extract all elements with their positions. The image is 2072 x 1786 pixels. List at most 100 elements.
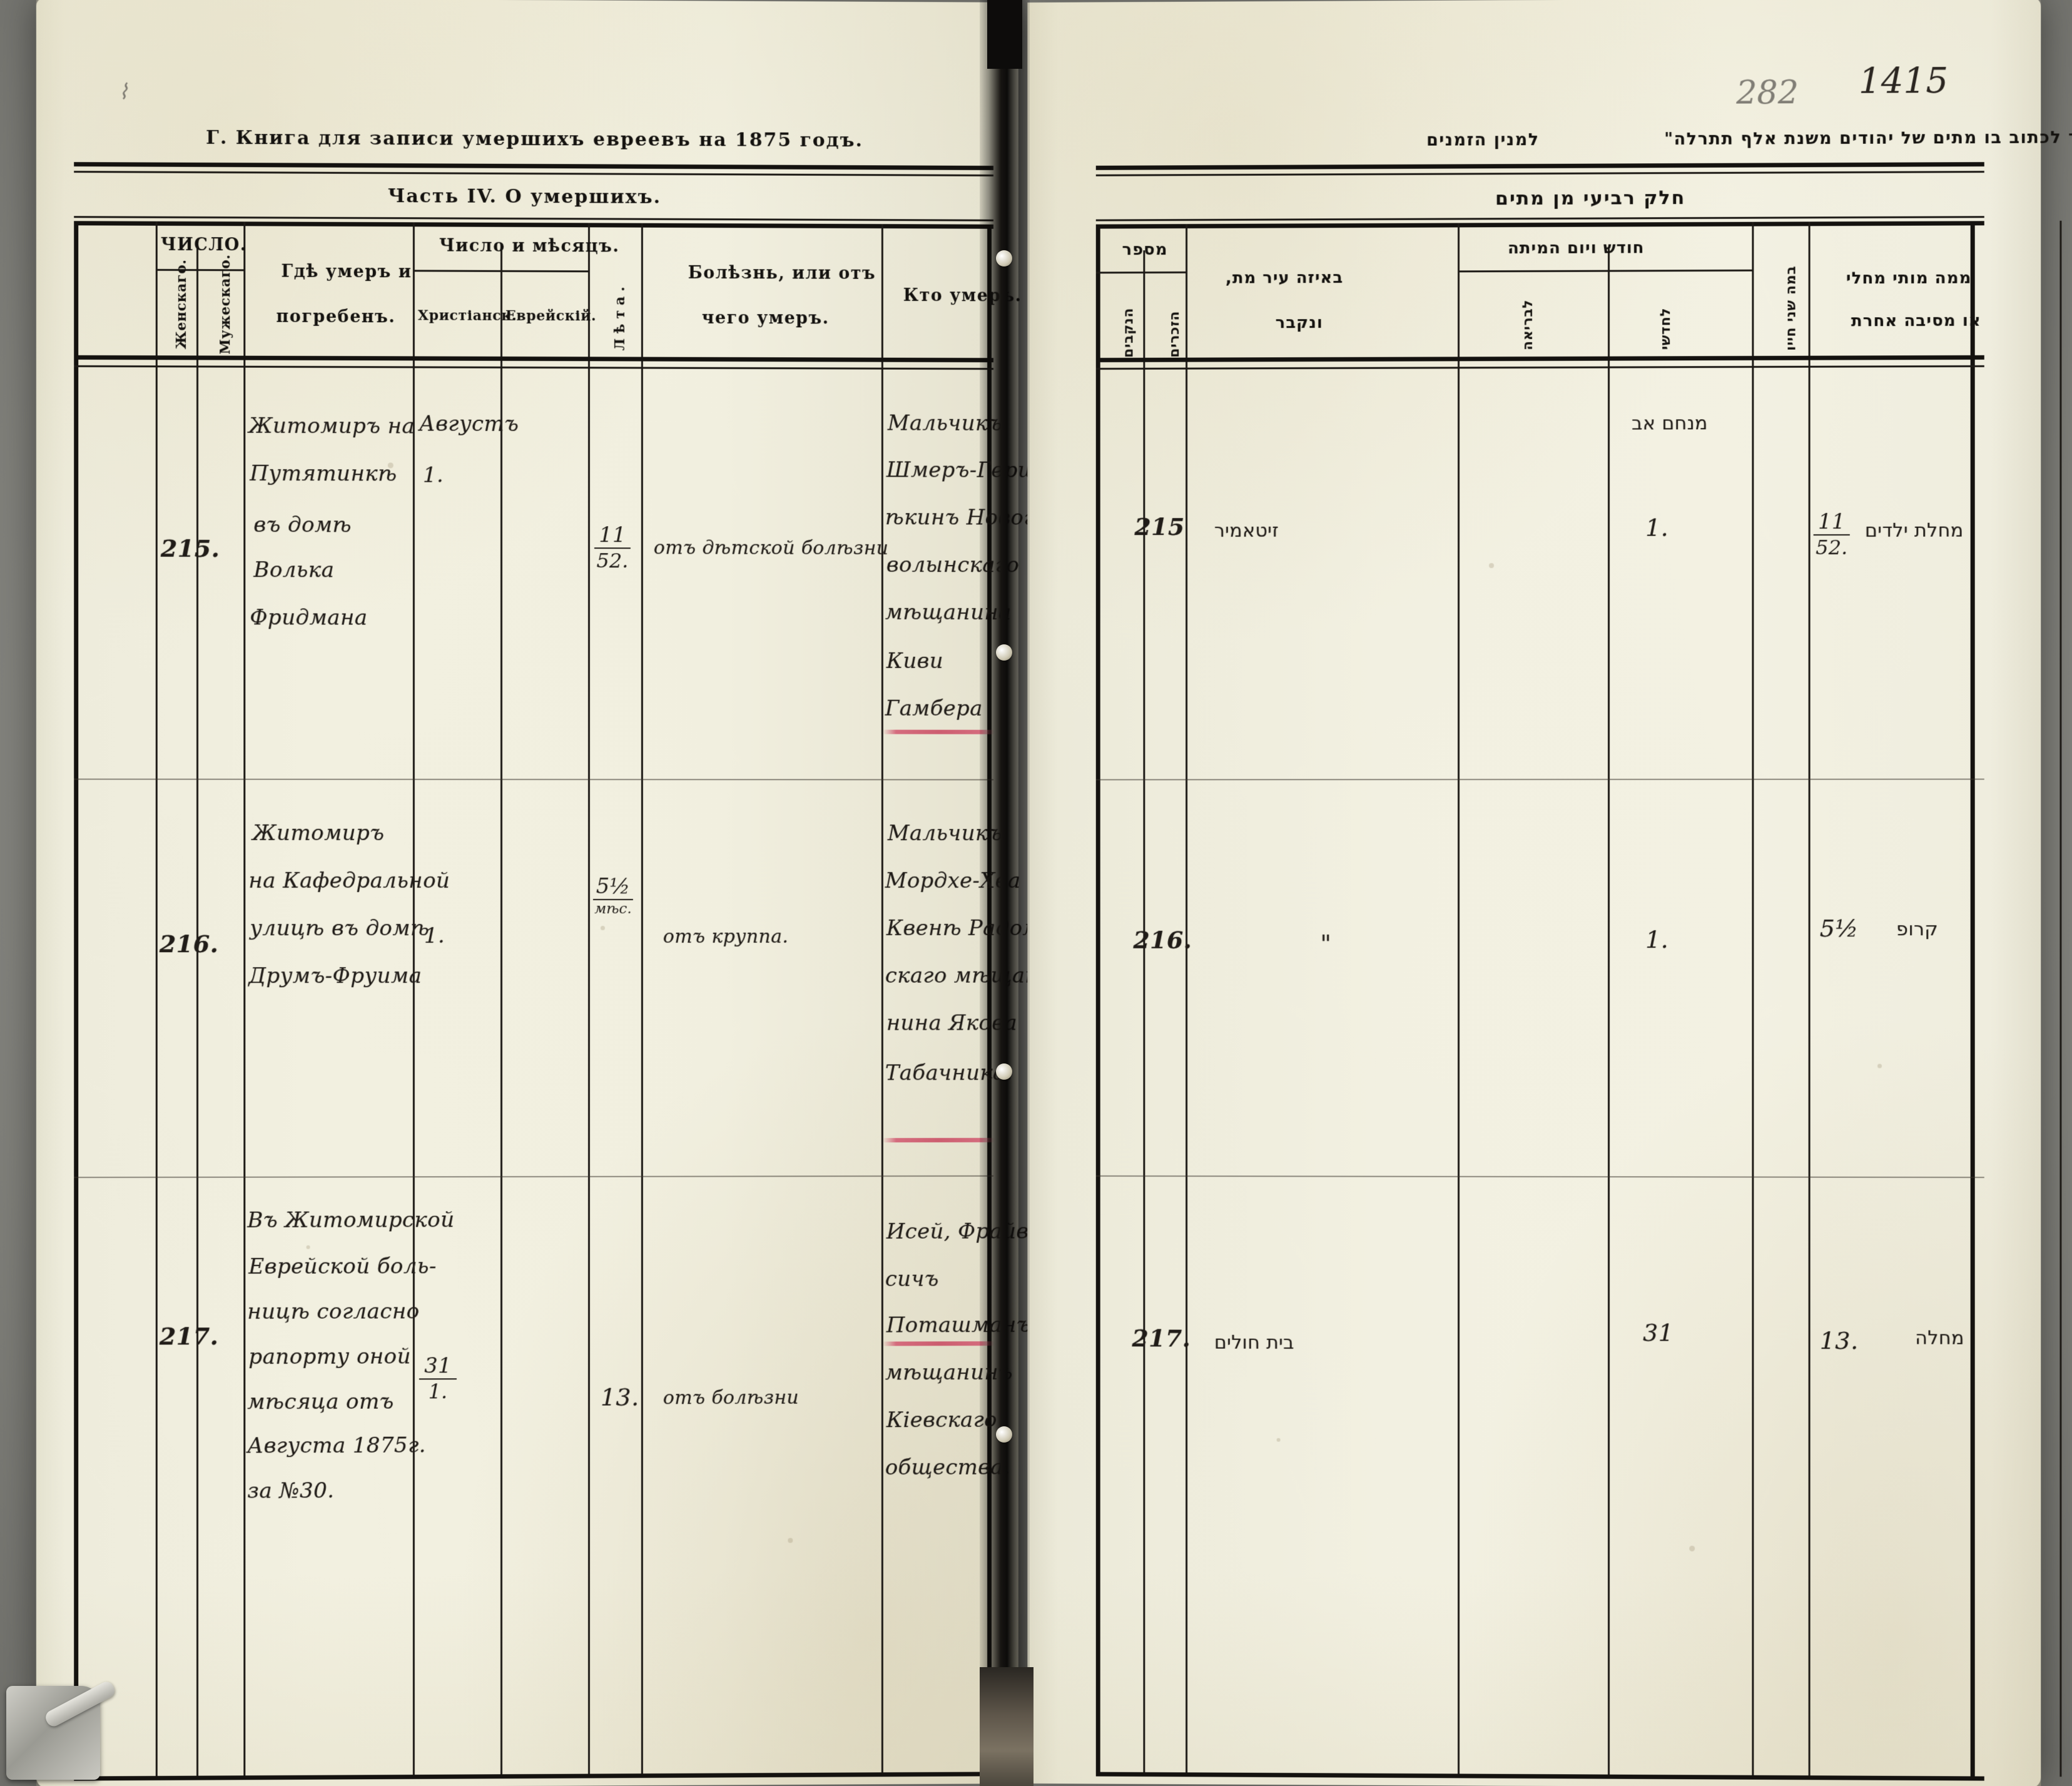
right-page-title-suffix: למנין הזמנים xyxy=(1426,129,1540,150)
row-place-line: ницѣ согласно xyxy=(247,1299,420,1325)
row-years-hebrew: 11 52. xyxy=(1812,509,1851,559)
row-place-line: Августа 1875г. xyxy=(247,1433,426,1459)
header-bottom-rule-2 xyxy=(74,365,994,370)
right-col-rule-date xyxy=(1752,221,1754,1775)
row-place-line: улицѣ въ домѣ xyxy=(250,916,430,941)
header-top-rule xyxy=(74,221,994,229)
table-bottom-rule xyxy=(74,1772,994,1781)
row-years-hebrew: 13. xyxy=(1819,1327,1859,1355)
top-border-rule-2 xyxy=(74,171,994,176)
right-col-rule-cause xyxy=(2059,220,2062,1777)
row-sep-1 xyxy=(74,778,994,781)
col-rule-date-group xyxy=(412,222,415,1775)
right-row-sep-1 xyxy=(1095,778,1984,781)
row-date-hebrew-month: מנחם אב xyxy=(1632,412,1708,435)
row-place-line: Въ Житомирской xyxy=(247,1207,455,1233)
row-cause-hebrew: מחלה xyxy=(1915,1327,1964,1349)
row-sep-2 xyxy=(74,1175,994,1179)
row-place-line: Волька xyxy=(253,557,335,583)
header-date-divider xyxy=(412,270,588,273)
row-place-hebrew: זיטאמיר xyxy=(1214,519,1279,542)
col-rule-number-f xyxy=(155,221,158,1776)
book-spine-top xyxy=(987,0,1022,69)
binding-thread xyxy=(996,1063,1012,1080)
right-header-top-rule xyxy=(1095,221,1984,229)
col-rule-date-jewish xyxy=(500,248,502,1775)
right-top-border-rule-2 xyxy=(1095,171,1984,176)
right-col-rule-place xyxy=(1458,223,1460,1774)
row-place-line: Путятинкѣ xyxy=(250,460,397,487)
right-frame-left xyxy=(1095,224,1100,1772)
right-header-number-group: מספר xyxy=(1122,240,1168,260)
red-underline-mark xyxy=(882,1341,995,1346)
table-row: 217. xyxy=(159,1322,219,1351)
header-date-group: Число и мѣсяцъ. xyxy=(439,236,620,256)
right-col-rule-number xyxy=(1186,224,1188,1773)
row-illness: отъ круппа. xyxy=(663,925,789,948)
right-header-date-sub-left: לבריאה xyxy=(1520,299,1536,351)
col-rule-number-m xyxy=(196,248,199,1776)
right-header-bottom-rule xyxy=(1095,355,1984,363)
row-illness: отъ болѣзни xyxy=(663,1386,800,1409)
row-date-month: 1. xyxy=(428,1379,448,1404)
right-part-title: חלק רביעי מן מתים xyxy=(1495,187,1686,210)
right-header-date-sub-right: לחדשי xyxy=(1658,307,1674,350)
right-col-rule-female xyxy=(1143,250,1145,1772)
header-number-group: ЧИСЛО. xyxy=(160,235,247,255)
right-row-sep-2 xyxy=(1095,1175,1984,1179)
top-border-rule xyxy=(74,162,994,171)
right-header-years: במה שני חייו xyxy=(1783,265,1799,351)
col-rule-illness xyxy=(641,223,643,1774)
row-years-numerator: 5½ xyxy=(596,874,631,899)
row-place-ditto: " xyxy=(1320,929,1332,957)
col-rule-years xyxy=(587,223,590,1774)
row-years: 11 52. xyxy=(593,522,632,572)
page-number-pencil: 282 xyxy=(1736,74,1799,112)
row-cause-hebrew: קרופ xyxy=(1896,918,1939,941)
row-date-christian-day: 1. xyxy=(422,462,444,488)
row-date-christian: 31 1. xyxy=(418,1353,458,1404)
right-frame-right xyxy=(1970,221,1975,1777)
red-underline-mark xyxy=(882,729,995,734)
binding-thread xyxy=(996,1426,1012,1443)
table-row: 215 xyxy=(1134,512,1185,541)
row-years-hebrew: 5½ xyxy=(1819,915,1859,943)
row-years-numerator: 11 xyxy=(599,522,626,548)
col-rule-who xyxy=(881,224,883,1773)
binding-thread xyxy=(996,644,1012,661)
right-header-bottom-rule-2 xyxy=(1095,365,1984,370)
book-spine-bottom xyxy=(980,1667,1033,1786)
red-underline-mark xyxy=(882,1137,995,1143)
row-illness: отъ дѣтской болѣзни xyxy=(653,537,889,560)
right-header-number-divider xyxy=(1095,271,1186,274)
binding-thread xyxy=(996,250,1012,266)
row-cause-hebrew: מחלת ילדים xyxy=(1864,519,1964,542)
fraction-bar xyxy=(592,898,633,900)
row-years-numerator: 11 xyxy=(1818,509,1846,535)
header-number-male: Мужескаго. xyxy=(217,254,234,355)
row-who-line: сичъ xyxy=(885,1266,939,1292)
table-row: 216. xyxy=(159,930,219,958)
right-top-border-rule xyxy=(1095,162,1984,170)
row-who-line: Киви xyxy=(886,648,943,674)
right-col-rule-years xyxy=(1808,221,1810,1776)
row-years-denominator: мѣс. xyxy=(594,900,632,917)
right-header-date-group: חודש ויום המיתה xyxy=(1508,238,1645,258)
frame-left xyxy=(74,221,79,1777)
paper-aging-overlay-right xyxy=(1027,0,2041,1786)
page-number-ink: 1415 xyxy=(1858,60,1949,102)
row-place-line: на Кафедральной xyxy=(248,868,450,894)
book-spine-gutter xyxy=(980,0,1030,1786)
row-date-day: 31 xyxy=(424,1353,452,1379)
row-date-hebrew-day: 31 xyxy=(1643,1319,1674,1347)
row-who-line: Гамбера xyxy=(885,696,983,721)
right-page-title: ספר לכתוב בו מתים של יהודים משנת אלף תתר… xyxy=(1664,128,2072,150)
row-place-line: Житомиръ на xyxy=(248,413,415,439)
header-bottom-rule xyxy=(74,355,994,363)
header-number-female: Женскаго. xyxy=(173,259,190,350)
row-place-line: Фридмана xyxy=(250,605,368,631)
row-date-christian: Августъ xyxy=(419,411,519,437)
right-header-number-male: הזכרים xyxy=(1167,310,1183,358)
row-place-line: мѣсяца отъ xyxy=(247,1389,394,1415)
